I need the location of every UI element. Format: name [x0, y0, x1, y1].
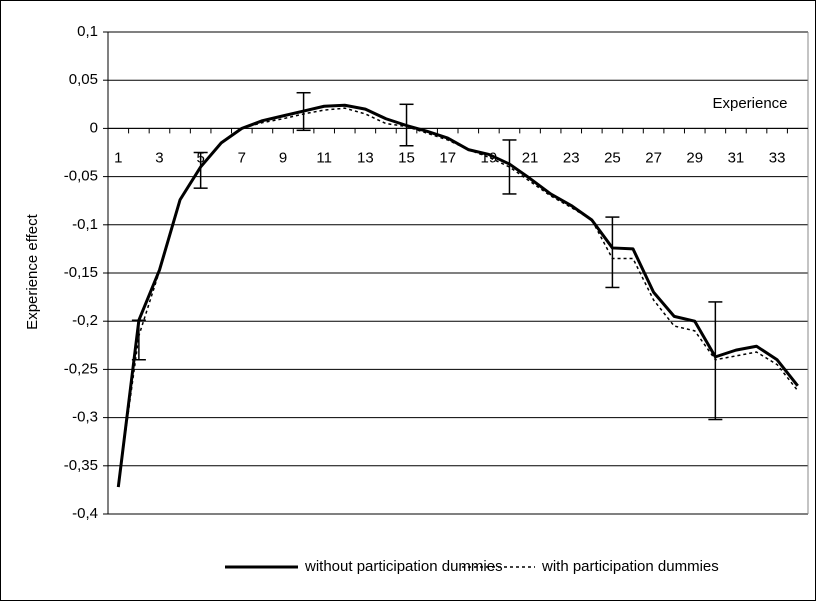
y-tick-label: -0,15: [64, 264, 98, 281]
y-tick-label: -0,25: [64, 360, 98, 377]
x-tick-label: 3: [155, 149, 163, 166]
x-tick-label: 1: [114, 149, 122, 166]
y-tick-label: 0,05: [69, 71, 98, 88]
x-tick-label: 31: [728, 149, 745, 166]
x-tick-label: 25: [604, 149, 621, 166]
x-tick-label: 33: [769, 149, 786, 166]
x-tick-label: 9: [279, 149, 287, 166]
x-tick-label: 29: [686, 149, 703, 166]
series-line: [117, 107, 799, 486]
x-tick-label: 23: [563, 149, 580, 166]
x-tick-label: 11: [316, 149, 332, 166]
y-tick-label: -0,3: [72, 409, 98, 426]
series-line: [116, 103, 799, 488]
legend-label: without participation dummies: [304, 558, 503, 575]
legend-label: with participation dummies: [541, 558, 719, 575]
x-tick-label: 21: [522, 149, 539, 166]
y-tick-label: 0,1: [77, 23, 98, 40]
x-tick-label: 7: [238, 149, 246, 166]
y-tick-label: -0,1: [72, 216, 98, 233]
x-tick-label: 15: [398, 149, 415, 166]
x-tick-label: 13: [357, 149, 374, 166]
y-tick-label: -0,2: [72, 312, 98, 329]
x-axis-title: Experience: [712, 95, 787, 112]
y-tick-label: -0,05: [64, 168, 98, 185]
y-axis-title: Experience effect: [24, 213, 41, 329]
y-tick-label: -0,35: [64, 457, 98, 474]
y-tick-label: 0: [90, 119, 98, 136]
x-tick-label: 27: [645, 149, 662, 166]
x-tick-label: 17: [439, 149, 456, 166]
y-tick-label: -0,4: [72, 505, 98, 522]
